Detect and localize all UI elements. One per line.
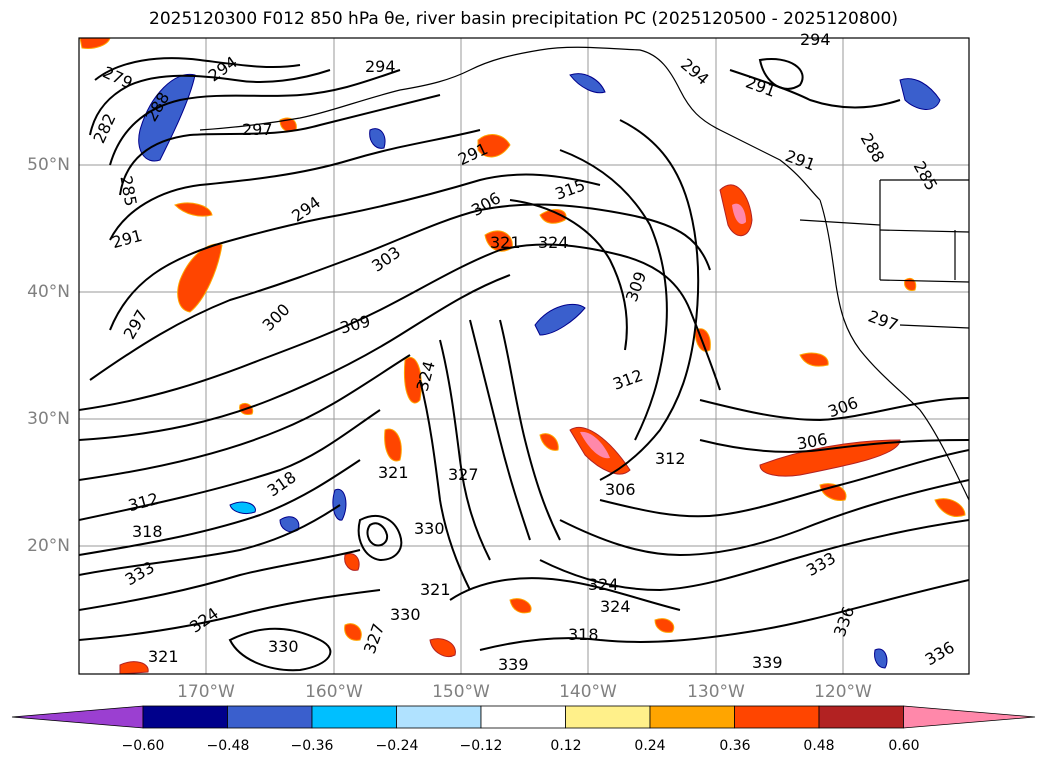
map-frame (78, 37, 970, 675)
contour-label: 321 (420, 580, 451, 599)
contour-label: 330 (390, 605, 421, 624)
lon-label-150w: 150°W (432, 682, 490, 702)
lon-label-160w: 160°W (305, 682, 363, 702)
colorbar-segment (565, 705, 651, 729)
contour-label: 294 (365, 57, 396, 76)
gridlines (79, 38, 969, 674)
colorbar-tick: 0.12 (550, 738, 582, 754)
colorbar-tick: −0.48 (206, 738, 250, 754)
contour-label: 318 (132, 522, 163, 541)
colorbar-segment (734, 705, 820, 729)
colorbar-tick: −0.12 (459, 738, 503, 754)
colorbar-tick: −0.24 (375, 738, 419, 754)
colorbar-segment (227, 705, 313, 729)
colorbar-segment (311, 705, 397, 729)
lat-label-20n: 20°N (27, 536, 70, 556)
contour-label: 324 (588, 575, 619, 594)
theta-e-contours (79, 57, 969, 672)
contour-label: 330 (414, 519, 445, 538)
contour-label: 297 (242, 120, 273, 139)
contour-label: 339 (752, 653, 783, 672)
chart-title: 2025120300 F012 850 hPa θe, river basin … (149, 9, 898, 29)
colorbar-tick: 0.60 (888, 738, 920, 754)
lon-label-170w: 170°W (177, 682, 235, 702)
colorbar-segment (649, 705, 735, 729)
precip-shading (79, 38, 966, 674)
colorbar-extend-low (11, 705, 144, 729)
contour-label: 324 (600, 597, 631, 616)
lon-label-130w: 130°W (687, 682, 745, 702)
contour-label: 324 (538, 233, 569, 252)
contour-label: 321 (148, 647, 179, 666)
lat-label-40n: 40°N (27, 282, 70, 302)
lon-label-120w: 120°W (814, 682, 872, 702)
lat-label-30n: 30°N (27, 409, 70, 429)
contour-label: 294 (800, 30, 831, 49)
contour-label: 321 (378, 463, 409, 482)
contour-label: 321 (490, 233, 521, 252)
colorbar-extend-high (903, 705, 1036, 729)
colorbar-segment (142, 705, 228, 729)
map-panel: 279 294 294 294 291 282 288 297 285 291 … (78, 30, 970, 675)
colorbar-tick: 0.48 (803, 738, 835, 754)
coastlines (199, 46, 969, 501)
colorbar-segment (480, 705, 566, 729)
contour-label: 339 (498, 655, 529, 674)
contour-label: 312 (655, 449, 686, 468)
contour-label: 318 (568, 625, 599, 644)
lat-label-50n: 50°N (27, 155, 70, 175)
colorbar (11, 705, 1036, 729)
colorbar-tick: −0.36 (290, 738, 334, 754)
colorbar-tick: −0.60 (121, 738, 165, 754)
lon-label-140w: 140°W (559, 682, 617, 702)
contour-label: 306 (605, 480, 636, 499)
colorbar-segment (396, 705, 482, 729)
colorbar-segment (818, 705, 904, 729)
colorbar-tick: 0.36 (719, 738, 751, 754)
colorbar-tick: 0.24 (634, 738, 666, 754)
contour-label: 327 (448, 465, 479, 484)
contour-label: 330 (268, 637, 299, 656)
